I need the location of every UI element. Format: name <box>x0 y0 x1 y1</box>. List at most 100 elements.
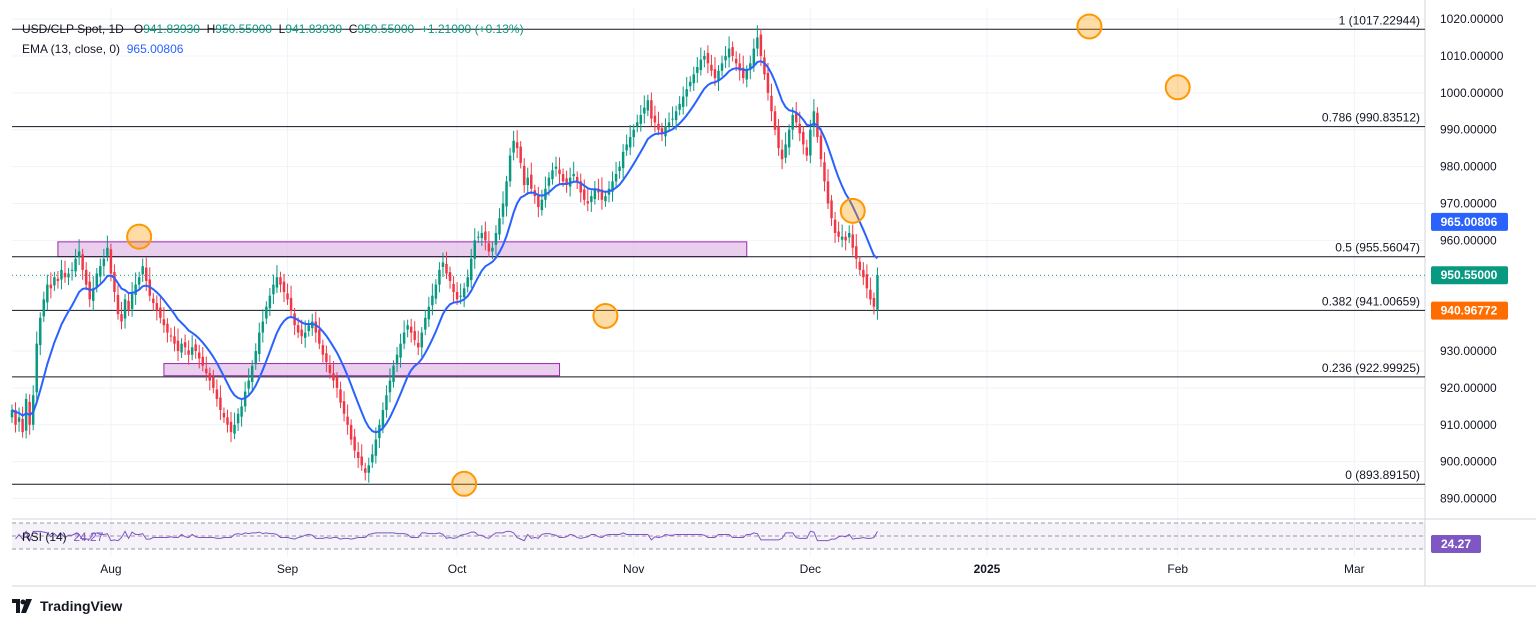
candle-body <box>99 266 102 277</box>
price-badge-label: 965.00806 <box>1441 215 1498 229</box>
candle-body <box>593 188 597 200</box>
candle-body <box>749 63 752 70</box>
ema-value: 965.00806 <box>126 42 184 56</box>
candle-body <box>625 144 628 151</box>
candle-body <box>109 249 113 274</box>
candle-body <box>286 293 289 300</box>
price-tick: 990.00000 <box>1440 123 1497 137</box>
rsi-badge <box>1431 535 1481 553</box>
candle-body <box>219 397 222 411</box>
candle-body <box>431 295 434 306</box>
tradingview-brand[interactable]: TradingView <box>12 598 122 614</box>
candle-body <box>247 380 250 389</box>
candle-body <box>819 135 823 160</box>
time-tick: Oct <box>448 562 467 576</box>
candle-body <box>632 129 635 138</box>
candle-body <box>46 284 49 303</box>
fib-label: 0.786 (990.83512) <box>1322 111 1420 125</box>
highlight-circle <box>592 302 619 329</box>
candle-body <box>53 277 56 286</box>
candle-body <box>579 181 582 193</box>
candle-body <box>130 292 134 309</box>
candle-body <box>452 283 455 293</box>
candle-body <box>537 194 540 208</box>
candle-body <box>660 128 664 134</box>
candle-body <box>364 468 367 473</box>
candle-body <box>473 240 476 259</box>
candle-body <box>70 269 74 271</box>
support-zones <box>57 241 748 377</box>
candle-body <box>123 299 127 319</box>
time-tick: Aug <box>100 562 121 576</box>
candle-body <box>636 122 639 127</box>
candle-body <box>823 162 826 182</box>
time-tick: 2025 <box>974 562 1001 576</box>
candle-body <box>791 114 794 130</box>
candle-body <box>392 365 395 383</box>
candle-body <box>773 111 777 130</box>
rsi-label: RSI (14) <box>22 530 67 544</box>
candle-body <box>166 323 169 333</box>
candle-body <box>183 342 187 348</box>
candle-body <box>233 424 236 434</box>
candle-body <box>745 70 748 80</box>
price-tick: 910.00000 <box>1440 418 1497 432</box>
candle-body <box>14 410 17 425</box>
highlight-circle <box>839 197 866 224</box>
candle-body <box>300 329 303 337</box>
time-tick: Mar <box>1344 562 1365 576</box>
candle-body <box>445 263 448 274</box>
rsi-badge-label: 24.27 <box>1441 537 1471 551</box>
candle-body <box>162 319 166 326</box>
candle-body <box>229 421 233 433</box>
price-tick: 920.00000 <box>1440 381 1497 395</box>
candle-body <box>434 284 438 299</box>
candle-body <box>643 107 646 114</box>
candle-body <box>780 149 784 160</box>
candle-body <box>847 232 851 238</box>
candle-body <box>39 317 42 346</box>
candle-body <box>611 181 614 192</box>
candle-body <box>388 380 392 393</box>
fibonacci-levels: 1 (1017.22944) 0.786 (990.83512) 0.5 (955.… <box>12 13 1425 485</box>
candle-body <box>427 306 431 320</box>
price-tick: 960.00000 <box>1440 233 1497 247</box>
candle-body <box>35 343 38 393</box>
candle-body <box>318 329 321 344</box>
candle-body <box>551 170 554 180</box>
close-key: C <box>348 22 358 36</box>
candle-body <box>95 273 99 287</box>
candle-body <box>187 350 190 355</box>
time-tick: Sep <box>277 562 299 576</box>
candle-body <box>346 416 349 425</box>
candle-body <box>272 284 275 295</box>
candle-body <box>756 37 759 49</box>
candle-body <box>250 365 254 383</box>
candle-body <box>554 166 558 169</box>
ema-label: EMA (13, close, 0) <box>22 42 121 56</box>
candle-body <box>441 262 445 267</box>
candle-body <box>63 272 67 278</box>
candle-body <box>766 72 770 93</box>
candle-body <box>190 347 194 355</box>
candle-body <box>770 95 773 112</box>
candle-body <box>17 417 21 422</box>
candle-body <box>332 373 335 381</box>
candle-body <box>455 292 459 300</box>
price-badge <box>1431 212 1508 231</box>
candle-body <box>28 401 31 425</box>
candle-body <box>212 377 215 388</box>
candle-body <box>621 151 625 169</box>
candle-body <box>395 354 399 365</box>
candle-body <box>833 219 837 233</box>
candle-body <box>862 269 865 278</box>
candle-body <box>876 275 879 310</box>
candle-body <box>869 289 872 300</box>
candle-body <box>208 373 212 381</box>
candle-body <box>102 258 106 267</box>
candlesticks <box>10 25 879 483</box>
candle-body <box>650 100 653 119</box>
highlight-circle <box>451 470 478 497</box>
candle-body <box>339 389 342 403</box>
fib-label: 0.382 (941.00659) <box>1322 294 1420 308</box>
